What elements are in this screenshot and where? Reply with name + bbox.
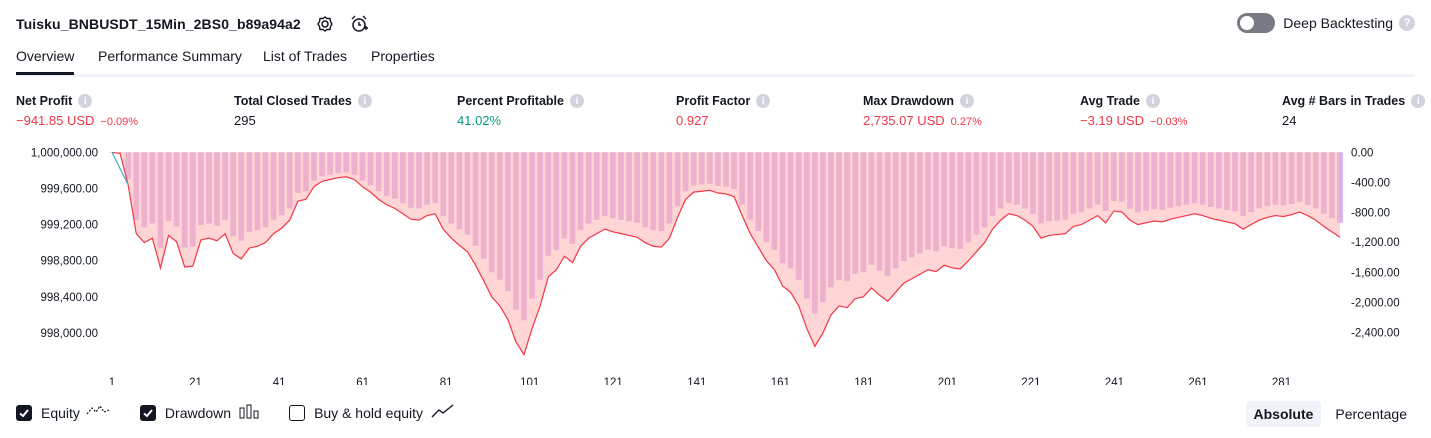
x-axis-tick: 81	[440, 377, 453, 385]
left-axis-tick: 998,400.00	[40, 292, 98, 304]
right-axis-tick: -400.00	[1351, 177, 1390, 189]
drawdown-bars-icon	[239, 403, 259, 422]
metric-value: 295	[234, 113, 256, 128]
help-icon[interactable]: ?	[1399, 15, 1415, 31]
x-axis-tick: 221	[1021, 377, 1040, 385]
info-icon[interactable]: i	[78, 94, 93, 108]
deep-backtesting-toggle[interactable]	[1237, 13, 1276, 33]
right-axis-tick: -1,600.00	[1351, 267, 1400, 279]
metric-sub: 0.27%	[950, 116, 982, 128]
buy-hold-line-icon	[431, 403, 455, 422]
right-axis-tick: -800.00	[1351, 207, 1390, 219]
info-icon[interactable]: i	[756, 94, 771, 108]
metric-value: 0.927	[676, 113, 709, 128]
right-axis-tick: -1,200.00	[1351, 237, 1400, 249]
header: Tuisku_BNBUSDT_15Min_2BS0_b89a94a2	[16, 12, 369, 36]
mode-percentage-button[interactable]: Percentage	[1335, 406, 1407, 422]
metric-avg-trade: Avg Trade i −3.19 USD −0.03%	[1080, 94, 1188, 128]
tab-list-of-trades[interactable]: List of Trades	[263, 48, 348, 64]
legend-label: Drawdown	[164, 404, 232, 421]
metric-sub: −0.03%	[1149, 116, 1188, 128]
metric-avg-bars-in-trades: Avg # Bars in Trades i 24	[1282, 94, 1426, 128]
legend-drawdown[interactable]: Drawdown	[139, 403, 259, 422]
mode-absolute-button[interactable]: Absolute	[1245, 401, 1322, 427]
info-icon[interactable]: i	[960, 94, 974, 108]
info-icon[interactable]: i	[1145, 94, 1160, 108]
legend-equity[interactable]: Equity	[16, 403, 110, 422]
checkbox-checked[interactable]	[139, 404, 156, 421]
metric-label: Total Closed Trades	[234, 94, 352, 108]
strategy-title: Tuisku_BNBUSDT_15Min_2BS0_b89a94a2	[16, 16, 301, 32]
right-axis-tick: 0.00	[1351, 147, 1373, 159]
gear-icon[interactable]	[315, 14, 335, 34]
metric-value: 41.02%	[457, 113, 502, 128]
left-axis: 1,000,000.00 999,600.00 999,200.00 998,800.…	[31, 147, 98, 340]
left-axis-tick: 999,200.00	[40, 220, 98, 232]
metric-value: −941.85 USD	[16, 113, 95, 128]
metric-value: 24	[1282, 113, 1297, 128]
x-axis-tick: 101	[520, 377, 539, 385]
metric-percent-profitable: Percent Profitable i 41.02%	[457, 94, 584, 128]
metric-profit-factor: Profit Factor i 0.927	[676, 94, 771, 128]
x-axis-tick: 261	[1188, 377, 1207, 385]
x-axis-tick: 141	[687, 377, 706, 385]
legend-label: Buy & hold equity	[314, 404, 424, 421]
x-axis: 1 21 41 61 81 101 121 141 161 181 201 221 241 261 281	[109, 377, 1291, 385]
metric-label: Max Drawdown	[863, 94, 954, 108]
left-axis-tick: 999,600.00	[40, 184, 98, 196]
x-axis-tick: 281	[1272, 377, 1291, 385]
equity-area	[112, 152, 1340, 355]
metric-label: Percent Profitable	[457, 94, 564, 108]
left-axis-tick: 998,000.00	[40, 328, 98, 340]
equity-drawdown-chart[interactable]: 1,000,000.00 999,600.00 999,200.00 998,800.…	[0, 145, 1431, 385]
deep-backtesting: Deep Backtesting ?	[1237, 13, 1415, 33]
metric-value: 2,735.07 USD	[863, 113, 945, 128]
scale-mode: Absolute Percentage	[1240, 401, 1416, 427]
x-axis-tick: 21	[189, 377, 202, 385]
legend-buy-hold-equity[interactable]: Buy & hold equity	[289, 403, 455, 422]
equity-line	[111, 151, 1341, 356]
alarm-add-icon[interactable]	[349, 14, 369, 34]
legend-label: Equity	[41, 404, 80, 421]
right-axis: 0.00 -400.00 -800.00 -1,200.00 -1,600.00 -2,0…	[1351, 147, 1400, 339]
x-axis-tick: 121	[604, 377, 623, 385]
metric-value: −3.19 USD	[1080, 113, 1144, 128]
tab-overview[interactable]: Overview	[16, 48, 75, 75]
metric-sub: −0.09%	[100, 116, 139, 128]
metric-total-closed-trades: Total Closed Trades i 295	[234, 94, 372, 128]
x-axis-tick: 61	[356, 377, 369, 385]
x-axis-tick: 41	[273, 377, 286, 385]
x-axis-tick: 161	[771, 377, 790, 385]
checkbox-checked[interactable]	[16, 404, 32, 421]
metric-label: Avg # Bars in Trades	[1282, 94, 1406, 108]
tab-bar: Overview Performance Summary List of Tra…	[16, 46, 1415, 77]
tab-performance-summary[interactable]: Performance Summary	[98, 48, 242, 64]
chart-legend: Equity Drawdown Buy & hold equity	[16, 403, 485, 422]
equity-line-icon	[86, 403, 110, 422]
x-axis-tick: 181	[854, 377, 873, 385]
left-axis-tick: 998,800.00	[40, 256, 98, 268]
metric-label: Profit Factor	[676, 94, 751, 108]
info-icon[interactable]: i	[1411, 94, 1426, 108]
metrics-row: Net Profit i −941.85 USD −0.09% Total Clos…	[0, 94, 1431, 134]
info-icon[interactable]: i	[357, 94, 372, 108]
right-axis-tick: -2,400.00	[1351, 327, 1400, 339]
left-axis-tick: 1,000,000.00	[31, 147, 98, 159]
deep-backtesting-label: Deep Backtesting	[1283, 15, 1393, 31]
tab-properties[interactable]: Properties	[371, 48, 435, 64]
metric-max-drawdown: Max Drawdown i 2,735.07 USD 0.27%	[863, 94, 982, 128]
x-axis-tick: 201	[938, 377, 957, 385]
right-axis-tick: -2,000.00	[1351, 297, 1400, 309]
info-icon[interactable]: i	[569, 94, 584, 108]
checkbox-unchecked[interactable]	[289, 404, 306, 421]
x-axis-tick: 1	[109, 377, 115, 385]
equity-start-segment	[111, 152, 129, 186]
x-axis-tick: 241	[1105, 377, 1124, 385]
metric-net-profit: Net Profit i −941.85 USD −0.09%	[16, 94, 138, 128]
equity-series	[111, 151, 1341, 356]
metric-label: Net Profit	[16, 94, 73, 108]
metric-label: Avg Trade	[1080, 94, 1140, 108]
